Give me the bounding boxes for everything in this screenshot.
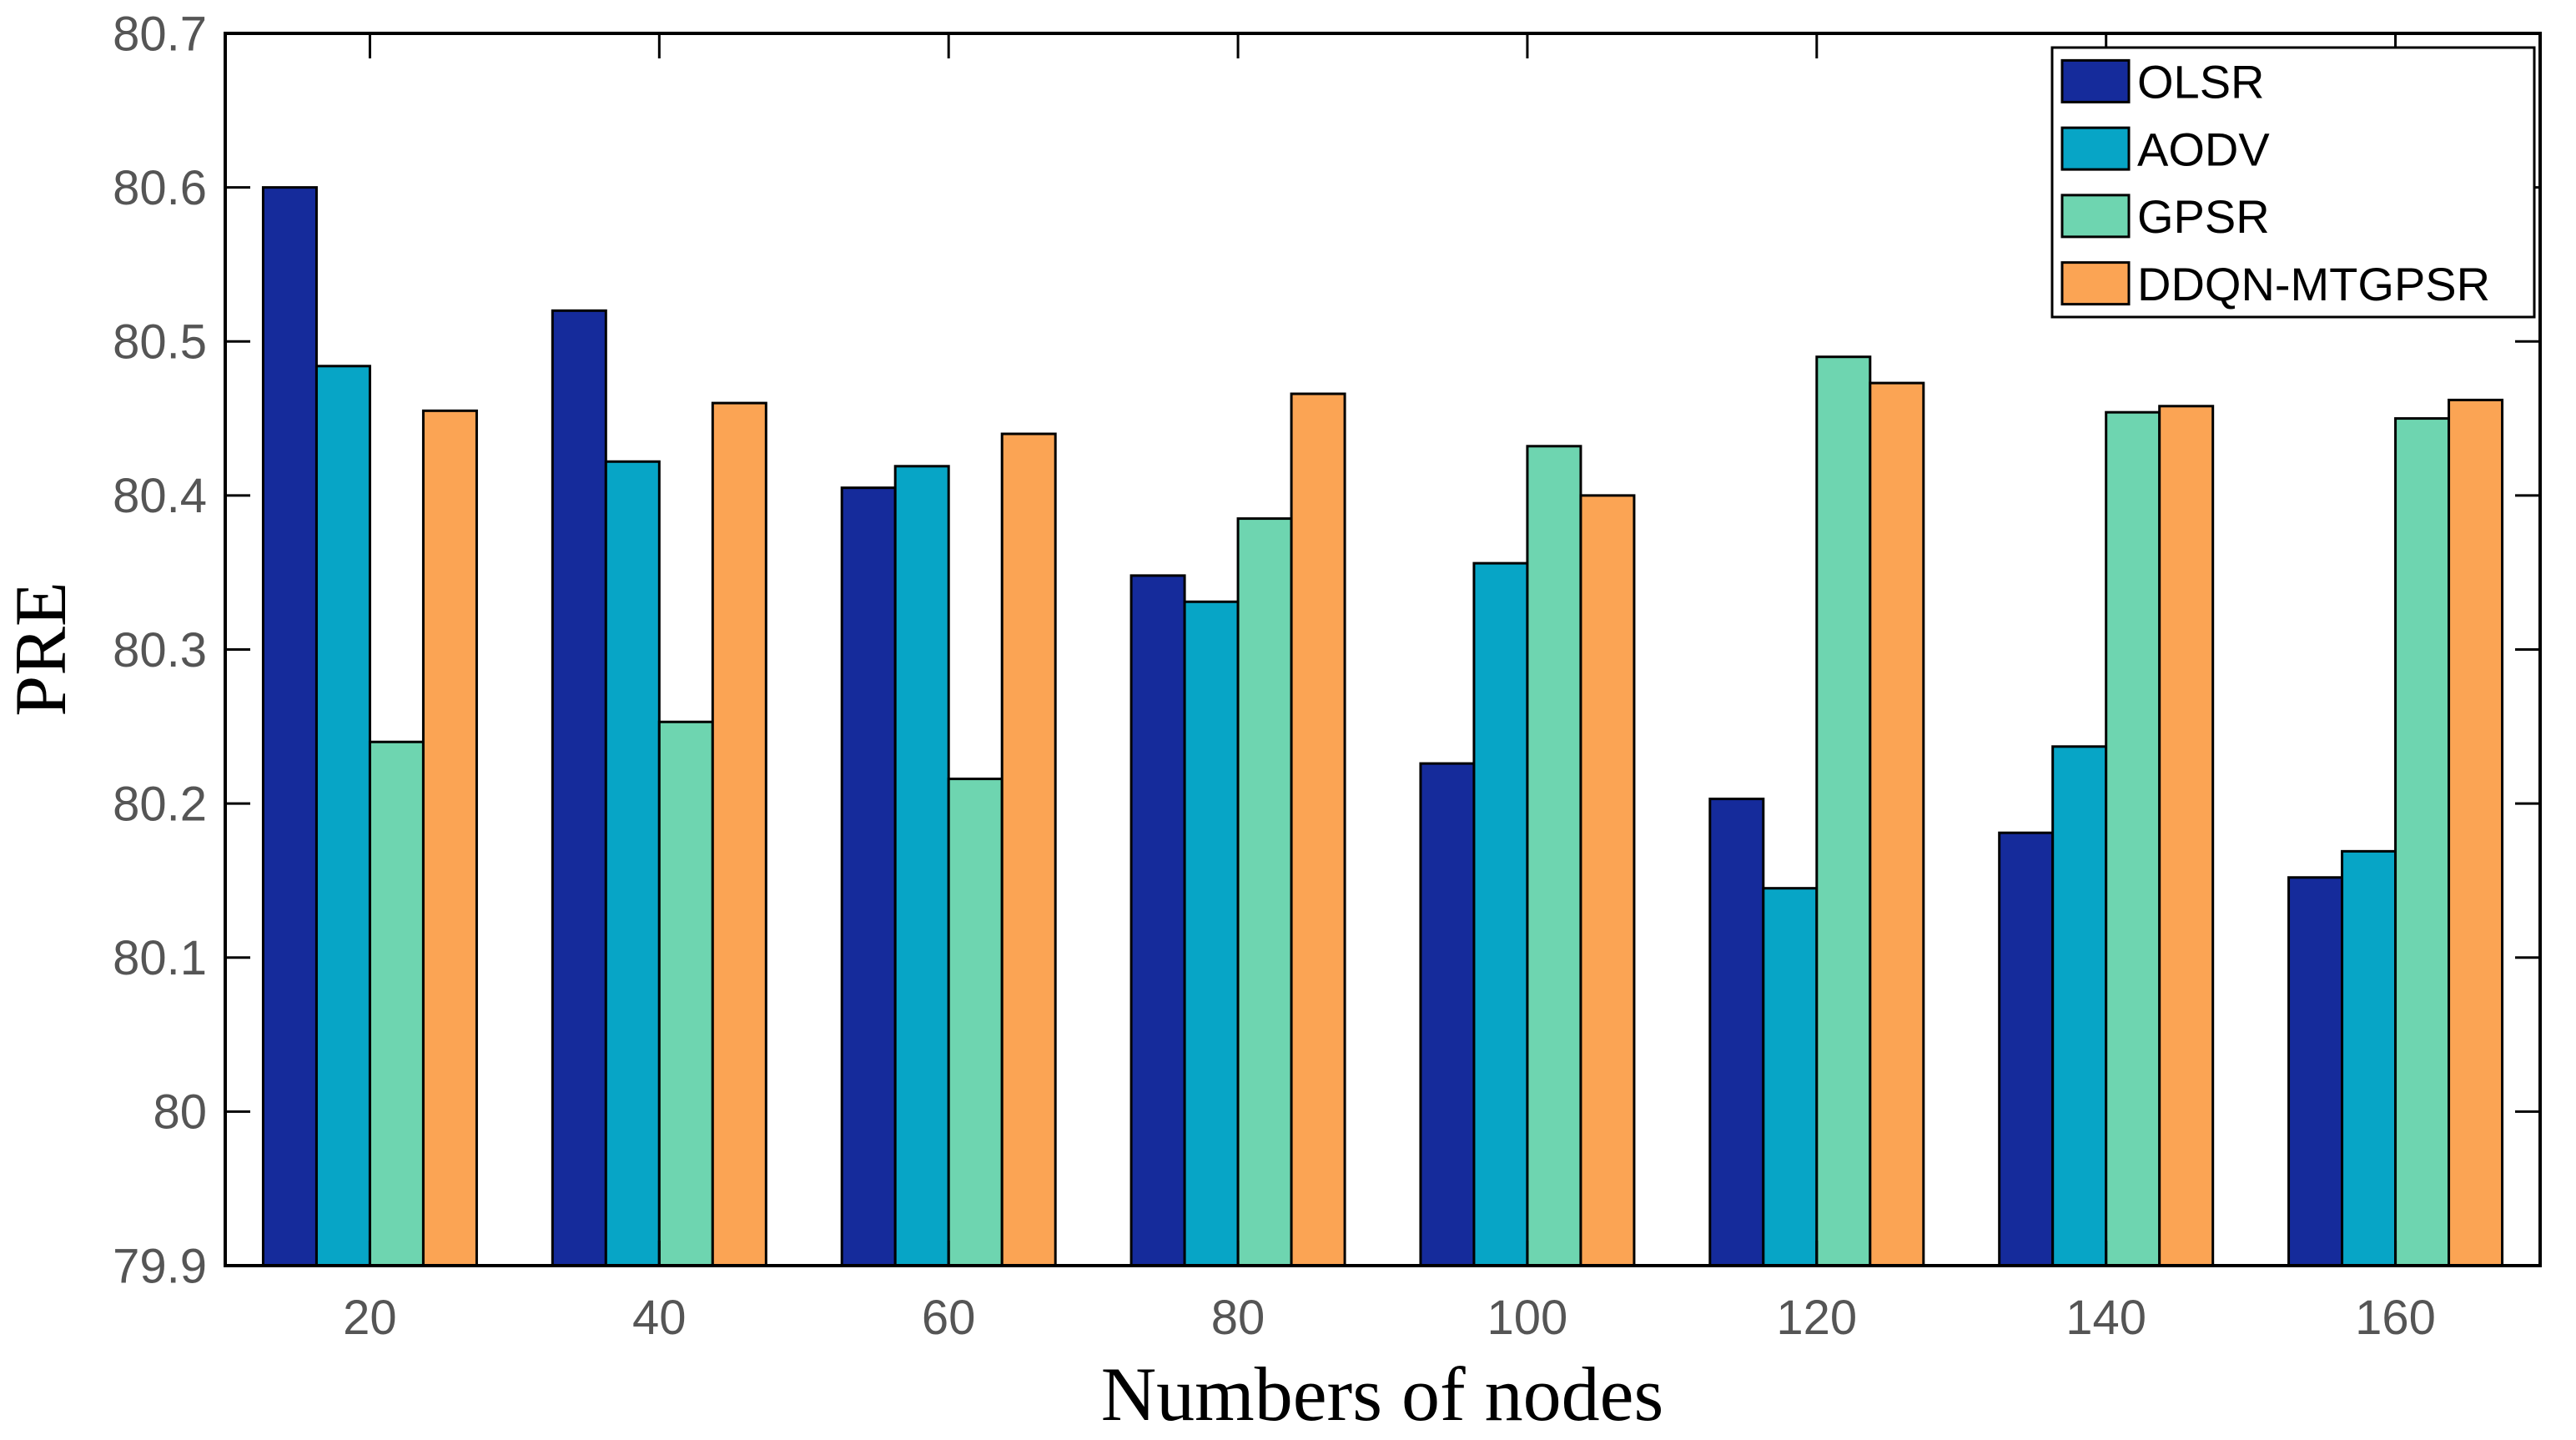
- bar-gpsr-60: [947, 778, 1004, 1267]
- bar-gpsr-140: [2105, 410, 2161, 1267]
- legend-label-olsr: OLSR: [2137, 56, 2265, 108]
- bar-olsr-80: [1130, 574, 1186, 1267]
- y-tick-label: 80.5: [113, 315, 207, 370]
- legend-swatch-gpsr: [2060, 194, 2131, 239]
- bar-gpsr-80: [1236, 517, 1293, 1267]
- x-tick-label: 100: [1487, 1291, 1568, 1345]
- x-tick-label: 160: [2355, 1291, 2436, 1345]
- bar-ddqn-mtgpsr-40: [711, 401, 767, 1267]
- bar-olsr-100: [1419, 762, 1476, 1267]
- bar-olsr-160: [2287, 876, 2344, 1267]
- plot-root: 79.9 80 80.1 80.2 80.3 80.4 80.5 80.6 80.7 20 40 60…: [113, 7, 2542, 1345]
- bar-olsr-120: [1708, 798, 1765, 1267]
- bar-aodv-160: [2341, 849, 2397, 1267]
- x-tick-label: 120: [1776, 1291, 1857, 1345]
- y-tick-label: 80.3: [113, 623, 207, 677]
- bar-aodv-120: [1762, 887, 1819, 1267]
- legend-label-ddqn-mtgpsr: DDQN-MTGPSR: [2137, 258, 2490, 310]
- bar-ddqn-mtgpsr-20: [421, 409, 478, 1267]
- x-tick-label: 20: [343, 1291, 397, 1345]
- bar-olsr-20: [261, 186, 318, 1267]
- bar-aodv-140: [2051, 745, 2108, 1267]
- y-tick-label: 80.4: [113, 469, 207, 523]
- legend-label-aodv: AODV: [2137, 123, 2270, 175]
- legend-swatch-aodv: [2060, 126, 2131, 171]
- bar-aodv-40: [604, 460, 661, 1267]
- legend-box: [2050, 46, 2536, 319]
- x-tick-label: 140: [2065, 1291, 2146, 1345]
- y-tick-label: 80.6: [113, 161, 207, 215]
- bar-gpsr-160: [2394, 417, 2451, 1267]
- bar-aodv-100: [1472, 561, 1529, 1267]
- y-axis-title: PRE: [1, 582, 82, 716]
- bar-ddqn-mtgpsr-140: [2158, 405, 2215, 1267]
- bar-olsr-40: [551, 309, 607, 1267]
- bar-aodv-80: [1183, 600, 1240, 1267]
- bar-ddqn-mtgpsr-100: [1579, 494, 1636, 1267]
- y-tick-label: 80.7: [113, 7, 207, 61]
- y-tick-label: 79.9: [113, 1239, 207, 1293]
- bar-ddqn-mtgpsr-120: [1869, 381, 1925, 1267]
- x-tick-label: 40: [632, 1291, 687, 1345]
- bar-ddqn-mtgpsr-60: [1000, 432, 1057, 1267]
- bar-gpsr-40: [657, 720, 714, 1267]
- y-tick-label: 80: [153, 1085, 207, 1140]
- bar-ddqn-mtgpsr-80: [1290, 392, 1346, 1267]
- x-tick-label: 80: [1211, 1291, 1265, 1345]
- y-tick-label: 80.2: [113, 777, 207, 831]
- bar-gpsr-120: [1815, 355, 1872, 1267]
- bar-ddqn-mtgpsr-160: [2448, 398, 2504, 1267]
- bar-aodv-20: [314, 365, 371, 1267]
- bar-aodv-60: [893, 465, 950, 1267]
- x-axis-title: Numbers of nodes: [1101, 1352, 1664, 1437]
- bar-gpsr-100: [1526, 445, 1582, 1267]
- bar-olsr-60: [840, 486, 897, 1267]
- legend-swatch-ddqn-mtgpsr: [2060, 261, 2131, 306]
- legend-swatch-olsr: [2060, 58, 2131, 103]
- bar-gpsr-20: [368, 740, 425, 1267]
- x-tick-label: 60: [922, 1291, 976, 1345]
- bar-olsr-140: [1998, 831, 2055, 1267]
- y-tick-label: 80.1: [113, 931, 207, 985]
- legend-label-gpsr: GPSR: [2137, 190, 2270, 243]
